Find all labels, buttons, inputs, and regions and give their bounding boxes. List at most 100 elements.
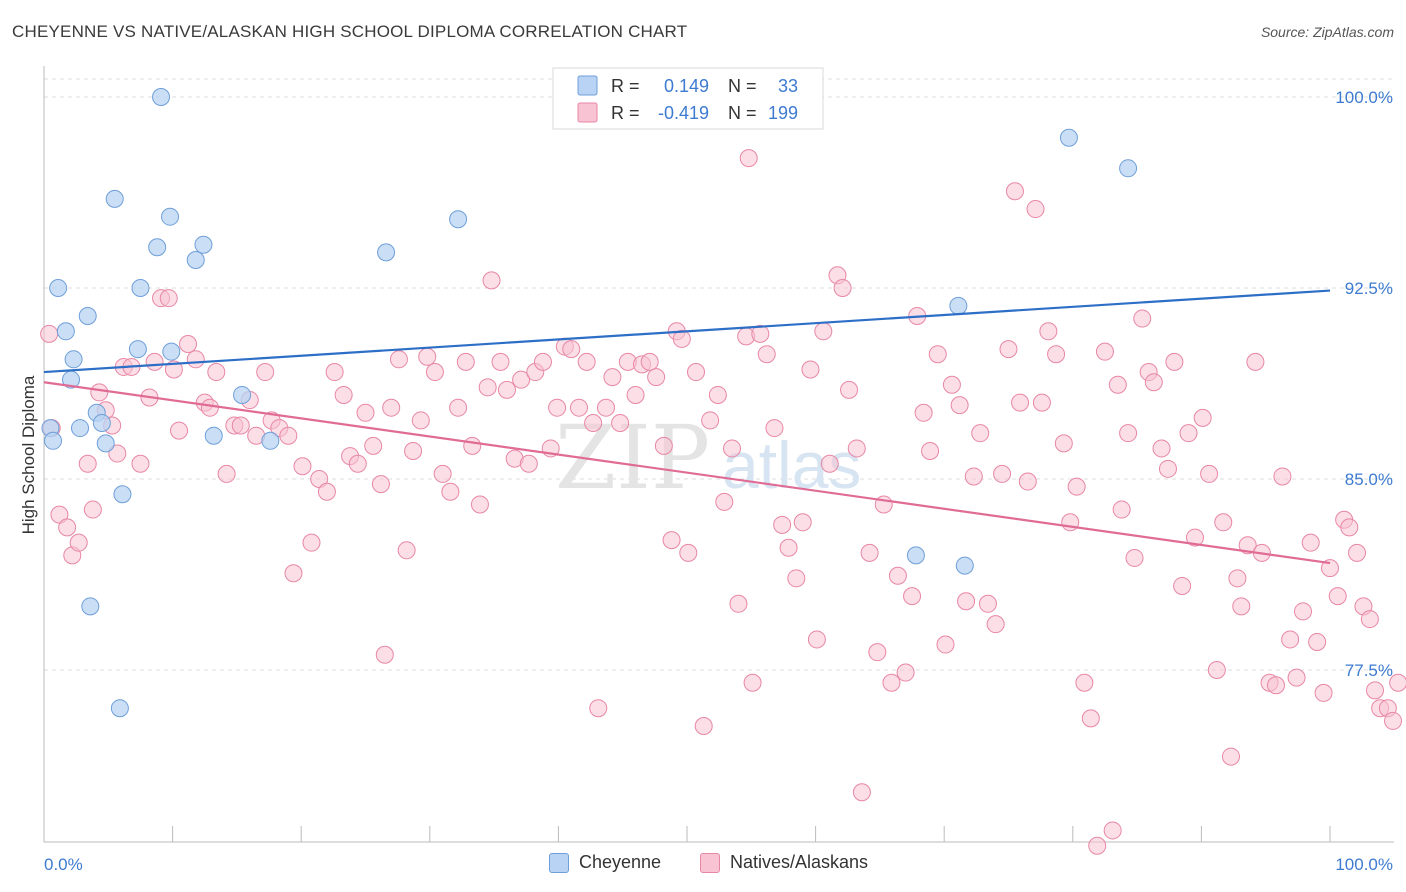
natives-point-80: [611, 413, 630, 432]
y-tick-label-1: 85.0%: [1345, 470, 1393, 489]
cheyenne-point-15: [128, 340, 147, 359]
natives-point-147: [1075, 673, 1094, 692]
natives-point-167: [1207, 661, 1226, 679]
natives-point-161: [1165, 352, 1184, 371]
cheyenne-point-16: [131, 279, 150, 297]
natives-point-45: [364, 436, 383, 455]
natives-point-31: [256, 363, 275, 382]
natives-point-75: [577, 352, 596, 371]
natives-point-181: [1301, 533, 1320, 552]
natives-point-19: [164, 360, 183, 379]
natives-point-108: [807, 630, 826, 649]
natives-point-84: [640, 352, 659, 371]
axes: [43, 66, 1394, 843]
x-tick-label-1: 100.0%: [1335, 855, 1393, 874]
natives-point-87: [662, 531, 681, 550]
natives-point-89: [672, 329, 691, 348]
cheyenne-point-18: [152, 88, 171, 106]
natives-point-102: [765, 419, 784, 438]
y-axis-label: High School Diploma: [19, 375, 38, 534]
cheyenne-point-26: [377, 243, 396, 262]
natives-point-127: [936, 635, 955, 654]
natives-point-90: [679, 543, 698, 562]
natives-point-128: [942, 375, 961, 394]
natives-point-48: [382, 398, 401, 417]
natives-point-64: [497, 380, 516, 399]
natives-point-153: [1112, 500, 1131, 519]
natives-point-73: [562, 340, 581, 359]
natives-point-179: [1287, 668, 1306, 687]
natives-point-51: [404, 441, 423, 460]
natives-point-190: [1360, 610, 1379, 629]
natives-point-93: [701, 411, 720, 430]
cheyenne-point-28: [906, 546, 925, 565]
natives-point-177: [1273, 467, 1292, 486]
natives-point-39: [317, 482, 336, 501]
cheyenne-point-23: [204, 426, 223, 445]
cheyenne-point-17: [148, 238, 167, 257]
cheyenne-point-13: [110, 699, 129, 718]
legend-r-label-2: R =: [611, 103, 640, 123]
natives-point-97: [729, 594, 748, 613]
natives-point-41: [334, 385, 353, 404]
natives-point-140: [1026, 200, 1045, 219]
legend-swatch-cheyenne: [577, 75, 598, 96]
cheyenne-point-20: [162, 342, 181, 361]
natives-point-7: [83, 500, 102, 519]
natives-point-148: [1081, 709, 1100, 728]
cheyenne-point-1: [44, 431, 63, 450]
natives-point-92: [694, 717, 713, 736]
natives-point-133: [978, 594, 997, 613]
natives-point-115: [852, 783, 871, 802]
y-tick-label-2: 92.5%: [1345, 279, 1393, 298]
cheyenne-point-2: [49, 279, 68, 297]
natives-point-28: [231, 416, 250, 435]
natives-point-40: [325, 363, 344, 382]
natives-point-156: [1133, 309, 1152, 328]
natives-point-85: [647, 368, 666, 387]
watermark-atlas: atlas: [722, 428, 861, 502]
natives-point-143: [1047, 345, 1066, 364]
natives-point-104: [779, 538, 798, 557]
natives-point-183: [1314, 683, 1333, 702]
natives-point-149: [1088, 836, 1107, 855]
natives-point-176: [1266, 676, 1285, 695]
cheyenne-point-31: [1059, 128, 1078, 147]
legend-swatch-blue: [549, 852, 569, 873]
natives-point-163: [1179, 424, 1198, 443]
natives-point-129: [950, 396, 969, 415]
natives-point-71: [548, 398, 567, 417]
natives-point-106: [793, 513, 812, 532]
cheyenne-point-10: [92, 413, 111, 432]
y-tick-label-3: 100.0%: [1335, 88, 1393, 107]
natives-point-125: [921, 441, 940, 460]
natives-point-35: [284, 564, 303, 583]
legend-box: [552, 67, 824, 130]
natives-point-61: [478, 378, 497, 397]
natives-point-165: [1193, 408, 1212, 427]
natives-point-34: [279, 426, 298, 445]
natives-point-77: [589, 699, 608, 718]
natives-point-195: [1389, 673, 1406, 692]
natives-point-21: [179, 335, 198, 354]
natives-point-126: [928, 345, 947, 364]
natives-point-178: [1281, 630, 1300, 649]
natives-point-135: [993, 464, 1012, 483]
legend-n-value-1: 33: [778, 76, 798, 96]
natives-point-63: [491, 352, 510, 371]
natives-point-8: [90, 383, 109, 402]
natives-point-142: [1039, 322, 1058, 341]
natives-point-113: [840, 380, 859, 399]
natives-point-172: [1238, 536, 1257, 555]
cheyenne-point-7: [78, 307, 97, 326]
natives-point-146: [1067, 477, 1086, 496]
natives-point-24: [200, 398, 219, 417]
natives-point-150: [1095, 342, 1114, 361]
natives-point-59: [463, 436, 482, 455]
natives-point-188: [1348, 543, 1367, 562]
natives-point-69: [533, 352, 552, 371]
natives-point-191: [1366, 681, 1385, 700]
natives-point-57: [449, 398, 468, 417]
natives-point-184: [1321, 559, 1339, 578]
watermark: ZIP atlas: [555, 406, 861, 509]
